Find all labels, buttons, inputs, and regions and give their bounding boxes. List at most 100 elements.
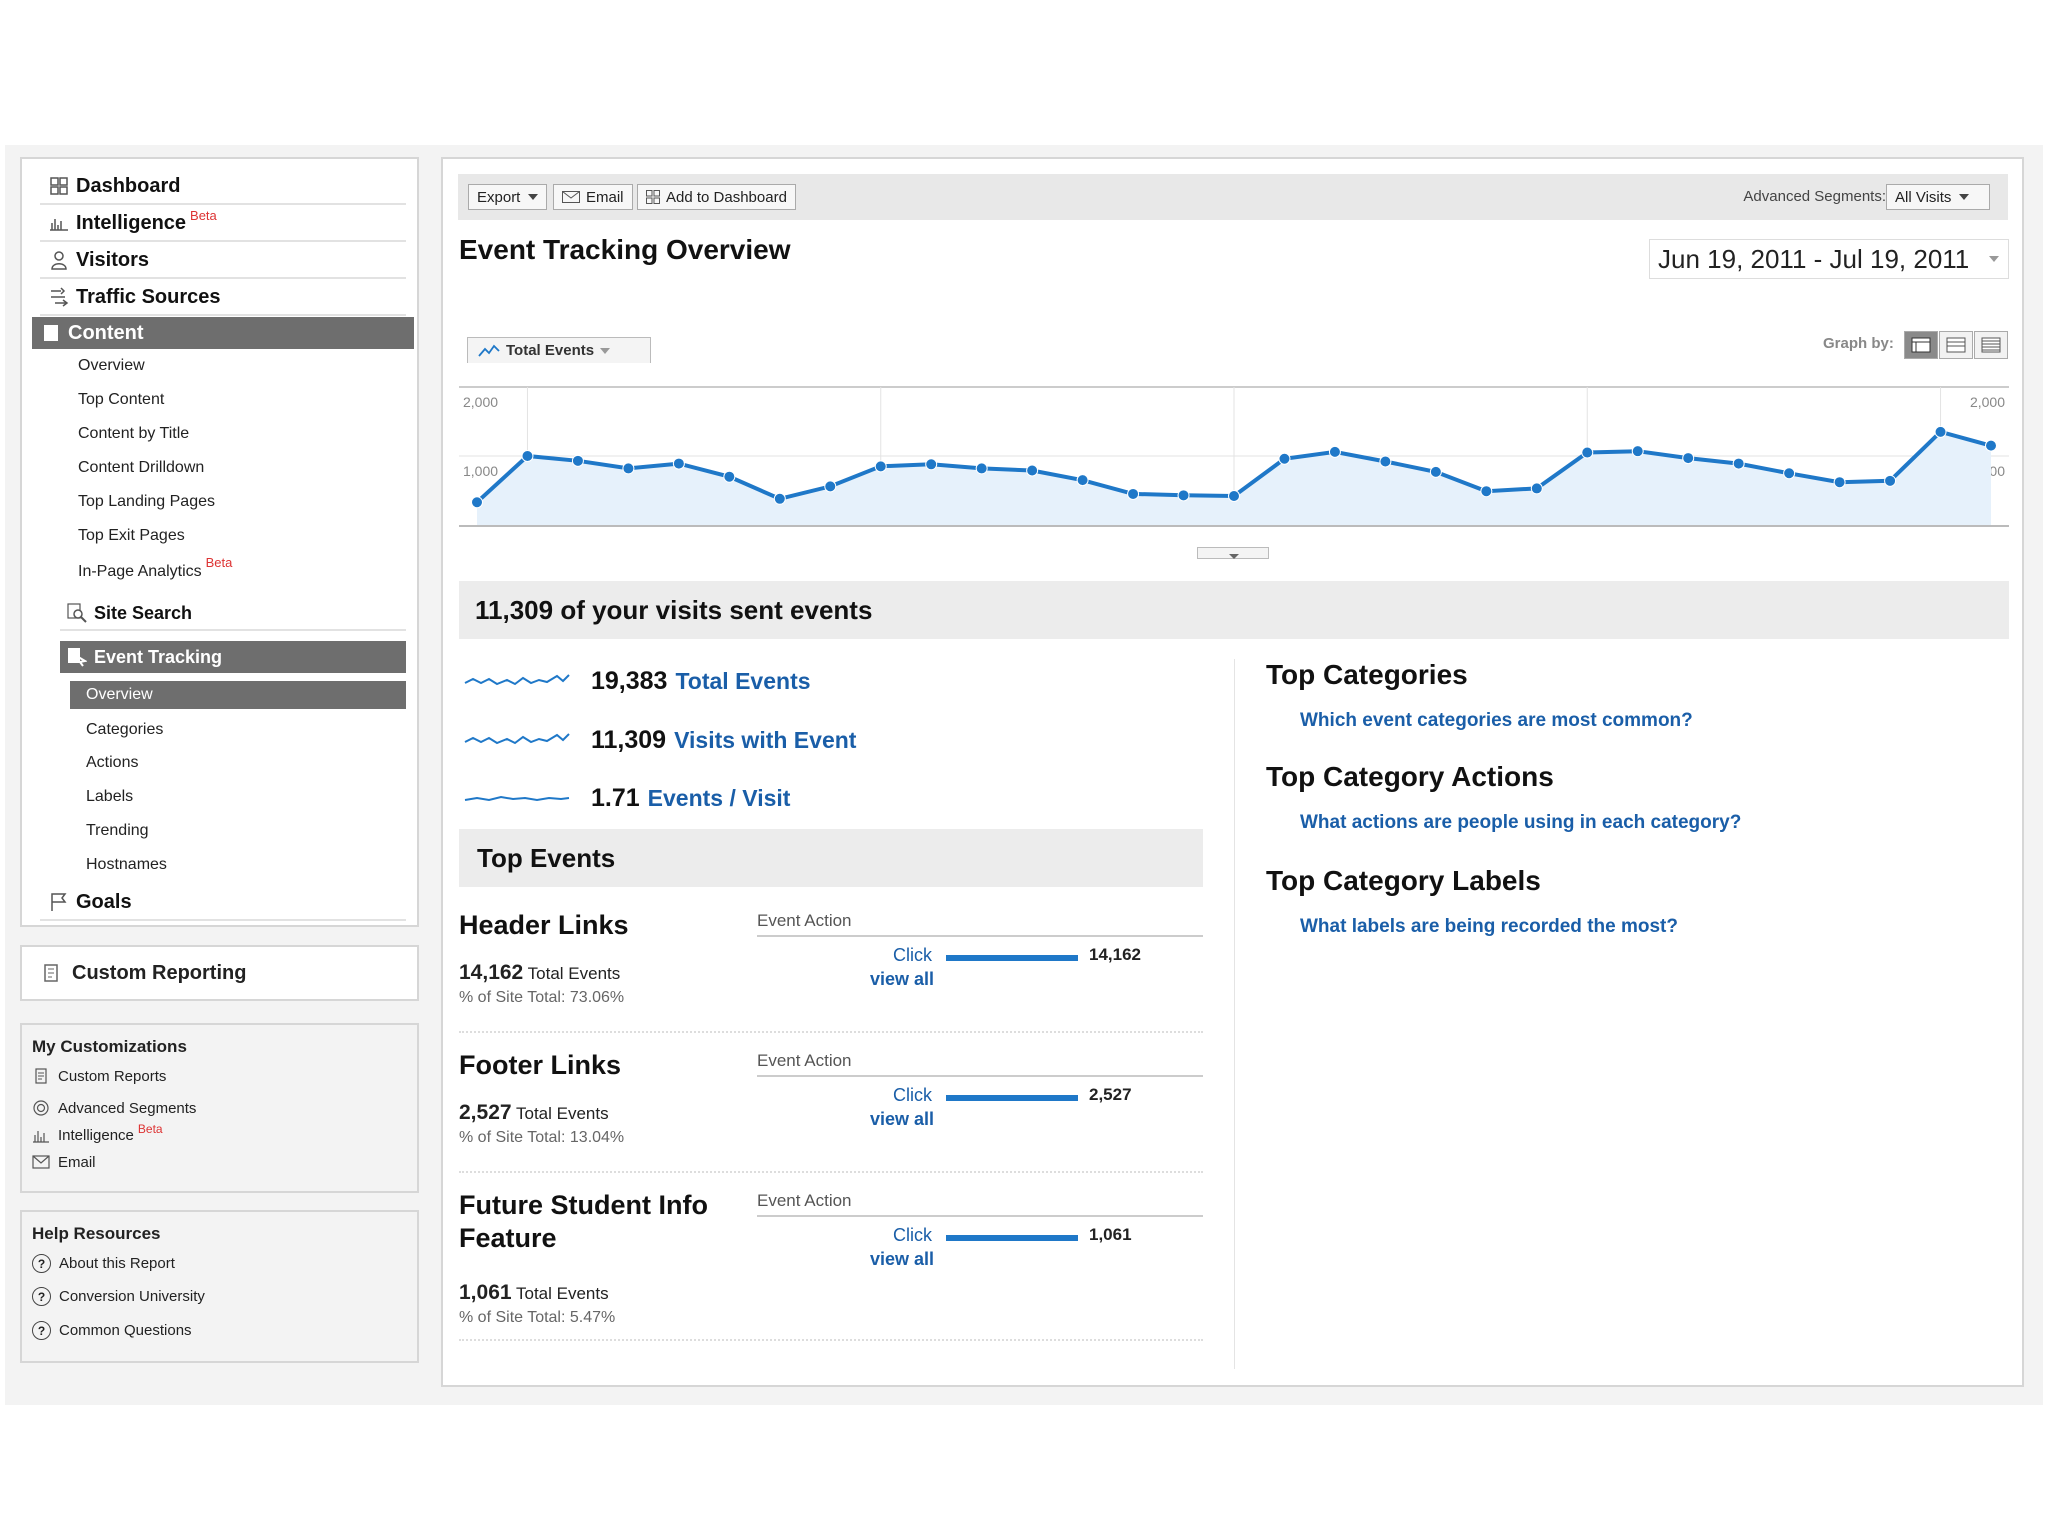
data-point	[521, 450, 534, 462]
export-button[interactable]: Export	[468, 184, 548, 210]
event-action-header: Event Action	[757, 1051, 1203, 1077]
event-category-title[interactable]: Footer Links	[459, 1050, 622, 1080]
event-action-header: Event Action	[757, 1191, 1203, 1217]
event-action-link[interactable]: Click	[893, 945, 932, 965]
top-category-actions-link[interactable]: What actions are people using in each ca…	[1300, 812, 1742, 833]
sidebar-subitem-trending[interactable]: Trending	[86, 822, 149, 839]
pct-label: % of Site Total:	[459, 989, 566, 1006]
data-point	[874, 460, 887, 473]
envelope-icon	[32, 1153, 50, 1171]
stat-label[interactable]: Total Events	[675, 668, 811, 694]
view-all-link[interactable]: view all	[870, 1109, 935, 1129]
sidebar-subitem-event-overview[interactable]: Overview	[70, 681, 406, 709]
pct-value: 5.47%	[569, 1309, 616, 1326]
visits-summary: 11,309 of your visits sent events	[459, 581, 2009, 639]
intelligence-label: Intelligence	[58, 1126, 134, 1144]
event-action-value: 14,162	[1089, 945, 1141, 964]
data-point	[925, 458, 938, 471]
sidebar-subitem-top-exit-pages[interactable]: Top Exit Pages	[78, 527, 185, 544]
column-divider	[1234, 659, 1235, 1369]
y-tick-label-left: 2,000	[463, 394, 498, 410]
sidebar-item-dashboard[interactable]: Dashboard	[40, 169, 406, 205]
top-categories-link[interactable]: Which event categories are most common?	[1300, 710, 1693, 731]
sidebar-item-label: Traffic Sources	[76, 285, 221, 308]
sidebar-item-content[interactable]: Content	[32, 317, 414, 349]
sidebar-item-site-search[interactable]: Site Search	[60, 597, 406, 631]
graph-by-month-button[interactable]	[1974, 331, 2008, 359]
sidebar-item-traffic-sources[interactable]: Traffic Sources	[40, 280, 406, 316]
data-point	[1682, 452, 1695, 465]
sidebar-item-goals[interactable]: Goals	[40, 885, 406, 921]
data-point	[1127, 487, 1140, 500]
event-total-label: Total Events	[527, 964, 621, 983]
sidebar-item-intelligence[interactable]: Intelligence Beta	[40, 206, 406, 242]
custom-reports-link[interactable]: Custom Reports	[32, 1067, 166, 1085]
event-total-label: Total Events	[515, 1104, 609, 1123]
event-site-pct: % of Site Total: 13.04%	[459, 1129, 624, 1147]
common-questions-link[interactable]: ? Common Questions	[32, 1321, 192, 1340]
sidebar-subitem-categories[interactable]: Categories	[86, 721, 164, 738]
data-point	[1177, 489, 1190, 502]
date-range-picker[interactable]: Jun 19, 2011 - Jul 19, 2011	[1649, 239, 2009, 279]
envelope-icon	[562, 191, 580, 203]
graph-by-day-button[interactable]	[1904, 331, 1938, 359]
y-tick-label-left: 1,000	[463, 463, 498, 479]
email-label: Email	[586, 188, 624, 206]
data-point	[1631, 445, 1644, 458]
my-customizations-title: My Customizations	[32, 1037, 187, 1056]
beta-badge: Beta	[137, 1122, 163, 1136]
top-category-labels-link[interactable]: What labels are being recorded the most?	[1300, 916, 1678, 937]
sidebar-subitem-labels[interactable]: Labels	[86, 788, 134, 805]
sidebar-item-event-tracking[interactable]: Event Tracking	[60, 641, 406, 673]
beta-badge: Beta	[205, 555, 233, 570]
sidebar-subitem-actions[interactable]: Actions	[86, 754, 139, 771]
event-action-link[interactable]: Click	[893, 1225, 932, 1245]
sidebar-subitem-content-drilldown[interactable]: Content Drilldown	[78, 459, 205, 476]
conversion-university-link[interactable]: ? Conversion University	[32, 1287, 205, 1306]
segment-select[interactable]: All Visits	[1886, 184, 1990, 210]
date-range-value: Jun 19, 2011 - Jul 19, 2011	[1658, 243, 1970, 274]
sidebar-subitem-top-content[interactable]: Top Content	[78, 391, 165, 408]
stat-label[interactable]: Visits with Event	[674, 727, 857, 753]
common-questions-label: Common Questions	[59, 1322, 192, 1339]
chevron-down-icon	[1229, 554, 1239, 559]
event-action-link[interactable]: Click	[893, 1085, 932, 1105]
sidebar-item-label: Intelligence	[76, 211, 187, 234]
event-category-title[interactable]: Future Student Info Feature	[459, 1190, 708, 1253]
view-all-link[interactable]: view all	[870, 1249, 935, 1269]
email-label: Email	[58, 1153, 96, 1171]
sidebar-item-label: Dashboard	[76, 174, 181, 197]
advanced-segments-link[interactable]: Advanced Segments	[32, 1099, 196, 1117]
top-categories-title: Top Categories	[1266, 659, 1468, 690]
data-point	[1328, 445, 1341, 458]
add-to-dashboard-label: Add to Dashboard	[666, 188, 787, 206]
stat-label[interactable]: Events / Visit	[647, 785, 791, 811]
sidebar-item-label: Visitors	[76, 248, 149, 271]
metric-selector[interactable]: Total Events	[467, 337, 651, 363]
sidebar-item-visitors[interactable]: Visitors	[40, 243, 406, 279]
sidebar-subitem-top-landing-pages[interactable]: Top Landing Pages	[78, 493, 215, 510]
event-category-title[interactable]: Header Links	[459, 910, 629, 940]
sidebar-subitem-overview[interactable]: Overview	[78, 357, 145, 374]
event-tracking-icon	[66, 646, 88, 668]
my-customizations-panel: My Customizations Custom Reports Advance…	[20, 1023, 419, 1193]
add-to-dashboard-button[interactable]: Add to Dashboard	[637, 184, 796, 210]
help-resources-title: Help Resources	[32, 1224, 161, 1243]
email-link[interactable]: Email	[32, 1153, 96, 1171]
event-total-label: Total Events	[515, 1284, 609, 1303]
segments-icon	[32, 1099, 50, 1117]
custom-reporting-button[interactable]: Custom Reporting	[20, 945, 419, 1001]
help-icon: ?	[32, 1287, 51, 1306]
sidebar-subitem-hostnames[interactable]: Hostnames	[86, 856, 167, 873]
graph-by-week-button[interactable]	[1939, 331, 1973, 359]
about-report-link[interactable]: ? About this Report	[32, 1254, 175, 1273]
sidebar-subitem-in-page-analytics[interactable]: In-Page AnalyticsBeta	[78, 555, 232, 581]
email-button[interactable]: Email	[553, 184, 633, 210]
sidebar-subitem-content-by-title[interactable]: Content by Title	[78, 425, 190, 442]
conversion-university-label: Conversion University	[59, 1288, 205, 1305]
chart-expander[interactable]	[1197, 547, 1269, 559]
intelligence-link[interactable]: Intelligence Beta	[32, 1122, 163, 1144]
view-all-link[interactable]: view all	[870, 969, 935, 989]
report-icon	[40, 962, 62, 984]
total-events-chart: Jun 20Jun 27Jul 4Jul 11Jul 182,0002,0001…	[459, 363, 2009, 547]
